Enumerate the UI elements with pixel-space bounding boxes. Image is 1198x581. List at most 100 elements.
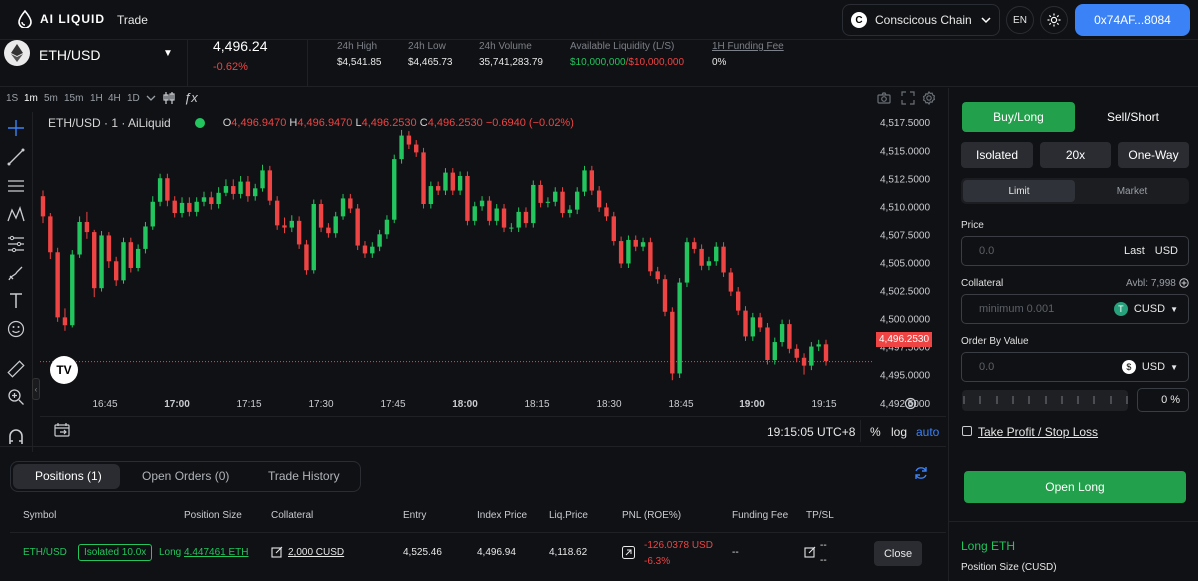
order-value-token[interactable]: USD [1141,361,1166,373]
camera-icon[interactable] [877,91,891,105]
price-input[interactable]: 0.0 Last USD [961,236,1189,266]
tab-positions[interactable]: Positions (1) [35,469,102,483]
theme-toggle[interactable] [1040,6,1068,34]
collateral-token[interactable]: CUSD [1133,303,1166,315]
ohlc-change: −0.6940 (−0.02%) [485,117,574,129]
sell-short-tab[interactable]: Sell/Short [1106,110,1160,124]
fullscreen-icon[interactable] [901,91,915,105]
tab-trade-history[interactable]: Trade History [268,469,340,483]
margin-mode-button[interactable]: Isolated [961,142,1033,168]
auto-scale-toggle[interactable]: auto [916,425,940,439]
chevron-down-icon[interactable]: ▼ [1170,362,1178,372]
caret-down-icon[interactable]: ▼ [163,48,173,59]
candle-body [728,272,734,292]
chart-footer [40,416,946,446]
crosshair-icon[interactable] [7,119,25,137]
candle-body [282,225,287,228]
edit-icon[interactable] [271,546,283,558]
close-position-button[interactable]: Close [874,541,922,566]
candle-body [340,198,346,217]
position-symbol[interactable]: ETH/USD [23,547,67,558]
nav-trade[interactable]: Trade [117,13,148,27]
language-button[interactable]: EN [1006,6,1034,34]
settings-gear-icon[interactable] [922,91,936,105]
tab-open-orders[interactable]: Open Orders (0) [142,469,230,483]
chart-title: ETH/USD · 1 · AiLiquid [48,116,171,130]
pattern-icon[interactable] [7,206,25,224]
refresh-icon[interactable] [914,466,928,480]
stat-value-liquidity: $10,000,000/$10,000,000 [570,57,684,68]
edit-tpsl-icon[interactable] [804,546,816,558]
x-tick-label: 17:45 [380,399,405,410]
log-scale-toggle[interactable]: log [891,425,908,439]
timeframe-1H[interactable]: 1H [90,93,103,104]
fib-icon[interactable] [7,235,25,253]
leverage-button[interactable]: 20x [1040,142,1111,168]
position-mode-button[interactable]: One-Way [1118,142,1189,168]
timeframe-1D[interactable]: 1D [127,93,140,104]
timeframe-1m[interactable]: 1m [24,93,38,104]
chevron-down-icon[interactable] [146,93,156,103]
zoom-in-icon[interactable] [7,388,25,406]
percent-input[interactable]: 0% [1137,388,1189,412]
x-tick-label: 17:30 [308,399,333,410]
candle-body [706,261,712,266]
eth-logo-icon [4,40,30,66]
stat-label-funding-fee[interactable]: 1H Funding Fee [712,41,784,52]
text-tool-icon[interactable] [7,292,25,310]
candle-body [289,220,294,228]
brush-icon[interactable] [7,264,25,282]
collateral-input[interactable]: minimum 0.001 T CUSD ▼ [961,294,1189,324]
candle-body [304,244,309,271]
ailiquid-logo-icon [18,10,32,28]
summary-position-size-label: Position Size (CUSD) [961,562,1057,573]
timeframe-15m[interactable]: 15m [64,93,84,104]
tradingview-logo-icon[interactable]: TV [50,356,78,384]
candle-body [553,191,558,202]
candle-body [348,198,353,209]
timeframe-4H[interactable]: 4H [108,93,121,104]
trend-line-icon[interactable] [7,148,25,166]
last-price-button[interactable]: Last [1123,245,1145,257]
market-tab[interactable]: Market [1116,185,1148,197]
wallet-button[interactable]: 0x74AF...8084 [1075,4,1190,36]
pair-selector[interactable]: ETH/USD [39,47,101,63]
timeframe-5m[interactable]: 5m [44,93,58,104]
share-icon[interactable] [622,546,635,559]
magnet-icon[interactable] [7,428,25,446]
chain-selector[interactable]: C Conscicous Chain [842,4,1000,36]
y-tick-label: 4,505.0000 [880,259,930,270]
x-tick-label: 18:00 [452,399,478,410]
open-long-button[interactable]: Open Long [964,471,1186,503]
candle-body [743,310,748,337]
collapse-toolbar-button[interactable]: ‹ [32,378,40,400]
candle-body [135,248,141,268]
price-chart[interactable]: 4,517.5000 4,515.0000 4,512.5000 4,510.0000… [0,0,946,416]
candle-body [113,261,119,281]
candle-body [84,221,90,233]
brand-logo[interactable]: AI LIQUID [16,10,105,28]
divider [32,112,33,452]
horizontal-lines-icon[interactable] [7,177,25,195]
position-size[interactable]: 4.447461 ETH [184,547,249,558]
position-collateral[interactable]: 2,000 CUSD [288,547,345,558]
tpsl-label[interactable]: Take Profit / Stop Loss [978,425,1099,439]
tpsl-checkbox[interactable] [962,426,972,436]
order-value-input[interactable]: 0.0 $ USD ▼ [961,352,1189,382]
add-circle-icon[interactable] [1179,278,1189,288]
date-range-icon[interactable] [54,422,70,438]
ruler-icon[interactable] [7,360,25,378]
candle-body [121,242,126,281]
buy-long-tab[interactable]: Buy/Long [962,102,1075,132]
settings-gear-icon[interactable] [904,397,917,410]
limit-tab[interactable]: Limit [963,180,1075,202]
candle-body [567,209,573,213]
emoji-icon[interactable] [7,320,25,338]
percent-scale-toggle[interactable]: % [870,425,881,439]
col-index-price: Index Price [477,510,528,521]
indicators-icon[interactable]: ƒx [184,90,198,105]
chevron-down-icon[interactable]: ▼ [1170,304,1178,314]
candle-type-icon[interactable] [162,91,176,105]
timeframe-1S[interactable]: 1S [6,93,19,104]
candle-body [670,311,675,374]
